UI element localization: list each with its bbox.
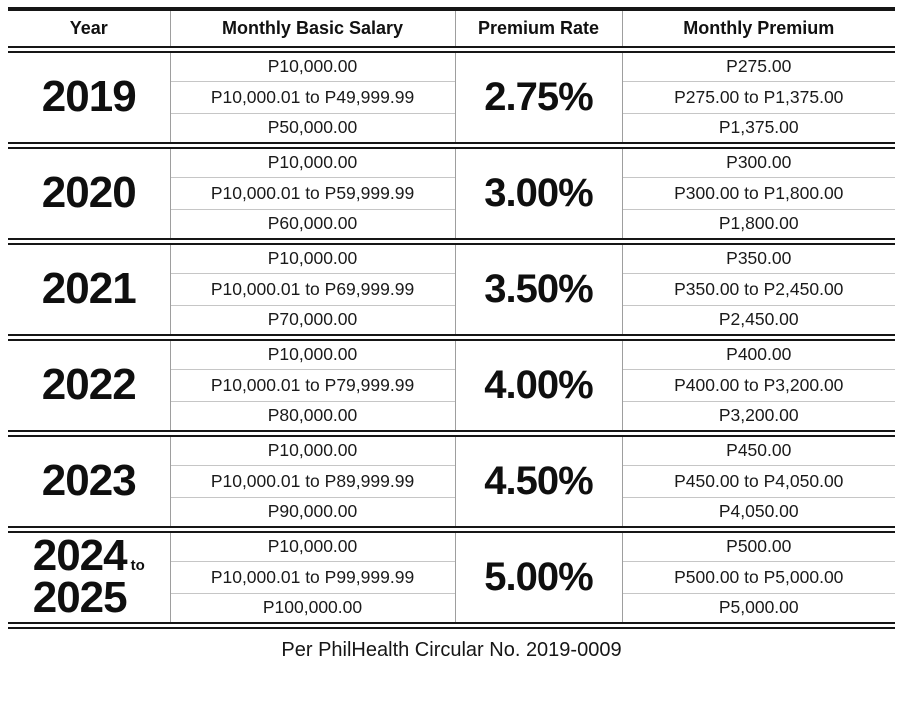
premium-cell: P1,375.00 — [621, 112, 895, 145]
premium-cell: P3,200.00 — [621, 400, 895, 433]
year-block-2021: 2021 P10,000.00 3.50% P350.00 P10,000.01… — [8, 237, 895, 337]
salary-cell: P70,000.00 — [169, 304, 456, 337]
year-cell: 2024 to 2025 — [8, 525, 171, 625]
year-cell: 2020 — [8, 141, 171, 241]
year-label: 2023 — [41, 456, 137, 506]
premium-cell: P300.00 — [621, 141, 895, 177]
premium-cell: P350.00 to P2,450.00 — [621, 272, 895, 305]
salary-cell: P10,000.01 to P59,999.99 — [169, 176, 456, 209]
salary-cell: P60,000.00 — [169, 208, 456, 241]
premium-cell: P400.00 — [621, 333, 895, 369]
salary-cell: P10,000.01 to P69,999.99 — [169, 272, 456, 305]
salary-cell: P10,000.01 to P89,999.99 — [169, 464, 456, 497]
salary-cell: P10,000.01 to P49,999.99 — [169, 80, 456, 113]
table-row: 2022 P10,000.00 4.00% P400.00 — [8, 333, 895, 433]
year-cell: 2021 — [8, 237, 171, 337]
premium-cell: P2,450.00 — [621, 304, 895, 337]
table-row: P70,000.00 P2,450.00 — [8, 304, 895, 337]
premium-contribution-table: Year Monthly Basic Salary Premium Rate M… — [8, 7, 895, 629]
table-row: P50,000.00 P1,375.00 — [8, 112, 895, 145]
table-row: P10,000.01 to P59,999.99 P300.00 to P1,8… — [8, 176, 895, 209]
rate-cell: 4.50% — [454, 429, 623, 529]
salary-cell: P10,000.00 — [169, 49, 456, 81]
salary-cell: P10,000.00 — [169, 237, 456, 273]
salary-cell: P10,000.01 to P99,999.99 — [169, 560, 456, 593]
year-cell: 2023 — [8, 429, 171, 529]
salary-cell: P10,000.00 — [169, 141, 456, 177]
premium-cell: P275.00 to P1,375.00 — [621, 80, 895, 113]
year-cell: 2019 — [8, 49, 171, 145]
salary-cell: P100,000.00 — [169, 592, 456, 625]
premium-cell: P350.00 — [621, 237, 895, 273]
premium-cell: P500.00 to P5,000.00 — [621, 560, 895, 593]
year-block-2019: 2019 P10,000.00 2.75% P275.00 P10,000.01… — [8, 49, 895, 145]
year-block-2024-2025: 2024 to 2025 P10,000.00 5.00% P500.00 P10,… — [8, 525, 895, 625]
table-row: P90,000.00 P4,050.00 — [8, 496, 895, 529]
salary-cell: P10,000.00 — [169, 333, 456, 369]
table-row: 2023 P10,000.00 4.50% P450.00 — [8, 429, 895, 529]
premium-cell: P450.00 to P4,050.00 — [621, 464, 895, 497]
salary-cell: P10,000.00 — [169, 429, 456, 465]
table-row: 2020 P10,000.00 3.00% P300.00 — [8, 141, 895, 241]
year-label: 2020 — [41, 168, 137, 218]
year-label: 2024 to 2025 — [32, 531, 145, 622]
header-row: Year Monthly Basic Salary Premium Rate M… — [8, 9, 895, 53]
premium-cell: P275.00 — [621, 49, 895, 81]
table-row: 2021 P10,000.00 3.50% P350.00 — [8, 237, 895, 337]
year-block-2022: 2022 P10,000.00 4.00% P400.00 P10,000.01… — [8, 333, 895, 433]
table-row: P10,000.01 to P49,999.99 P275.00 to P1,3… — [8, 80, 895, 113]
salary-cell: P10,000.00 — [169, 525, 456, 561]
premium-cell: P300.00 to P1,800.00 — [621, 176, 895, 209]
premium-cell: P500.00 — [621, 525, 895, 561]
premium-cell: P4,050.00 — [621, 496, 895, 529]
table-row: P100,000.00 P5,000.00 — [8, 592, 895, 625]
year-block-2020: 2020 P10,000.00 3.00% P300.00 P10,000.01… — [8, 141, 895, 241]
rate-cell: 2.75% — [454, 49, 623, 145]
rate-cell: 3.50% — [454, 237, 623, 337]
table-row: P10,000.01 to P99,999.99 P500.00 to P5,0… — [8, 560, 895, 593]
salary-cell: P90,000.00 — [169, 496, 456, 529]
year-label: 2021 — [41, 264, 137, 314]
year-cell: 2022 — [8, 333, 171, 433]
year-label: 2019 — [41, 72, 137, 122]
rate-cell: 5.00% — [454, 525, 623, 625]
column-header-premium-rate: Premium Rate — [454, 9, 623, 53]
table-row: P60,000.00 P1,800.00 — [8, 208, 895, 241]
premium-cell: P5,000.00 — [621, 592, 895, 625]
year-label: 2022 — [41, 360, 137, 410]
rate-cell: 4.00% — [454, 333, 623, 433]
premium-cell: P450.00 — [621, 429, 895, 465]
table-row: 2024 to 2025 P10,000.00 5.00% P500.00 — [8, 525, 895, 625]
table-header: Year Monthly Basic Salary Premium Rate M… — [8, 9, 895, 53]
premium-cell: P400.00 to P3,200.00 — [621, 368, 895, 401]
salary-cell: P50,000.00 — [169, 112, 456, 145]
table-row: P10,000.01 to P79,999.99 P400.00 to P3,2… — [8, 368, 895, 401]
rate-cell: 3.00% — [454, 141, 623, 241]
column-header-year: Year — [8, 9, 171, 53]
column-header-monthly-basic-salary: Monthly Basic Salary — [169, 9, 456, 53]
table-row: 2019 P10,000.00 2.75% P275.00 — [8, 49, 895, 145]
table-row: P10,000.01 to P69,999.99 P350.00 to P2,4… — [8, 272, 895, 305]
table-row: P10,000.01 to P89,999.99 P450.00 to P4,0… — [8, 464, 895, 497]
salary-cell: P80,000.00 — [169, 400, 456, 433]
footer-caption: Per PhilHealth Circular No. 2019-0009 — [281, 638, 622, 661]
table-row: P80,000.00 P3,200.00 — [8, 400, 895, 433]
year-block-2023: 2023 P10,000.00 4.50% P450.00 P10,000.01… — [8, 429, 895, 529]
column-header-monthly-premium: Monthly Premium — [621, 9, 895, 53]
premium-cell: P1,800.00 — [621, 208, 895, 241]
salary-cell: P10,000.01 to P79,999.99 — [169, 368, 456, 401]
